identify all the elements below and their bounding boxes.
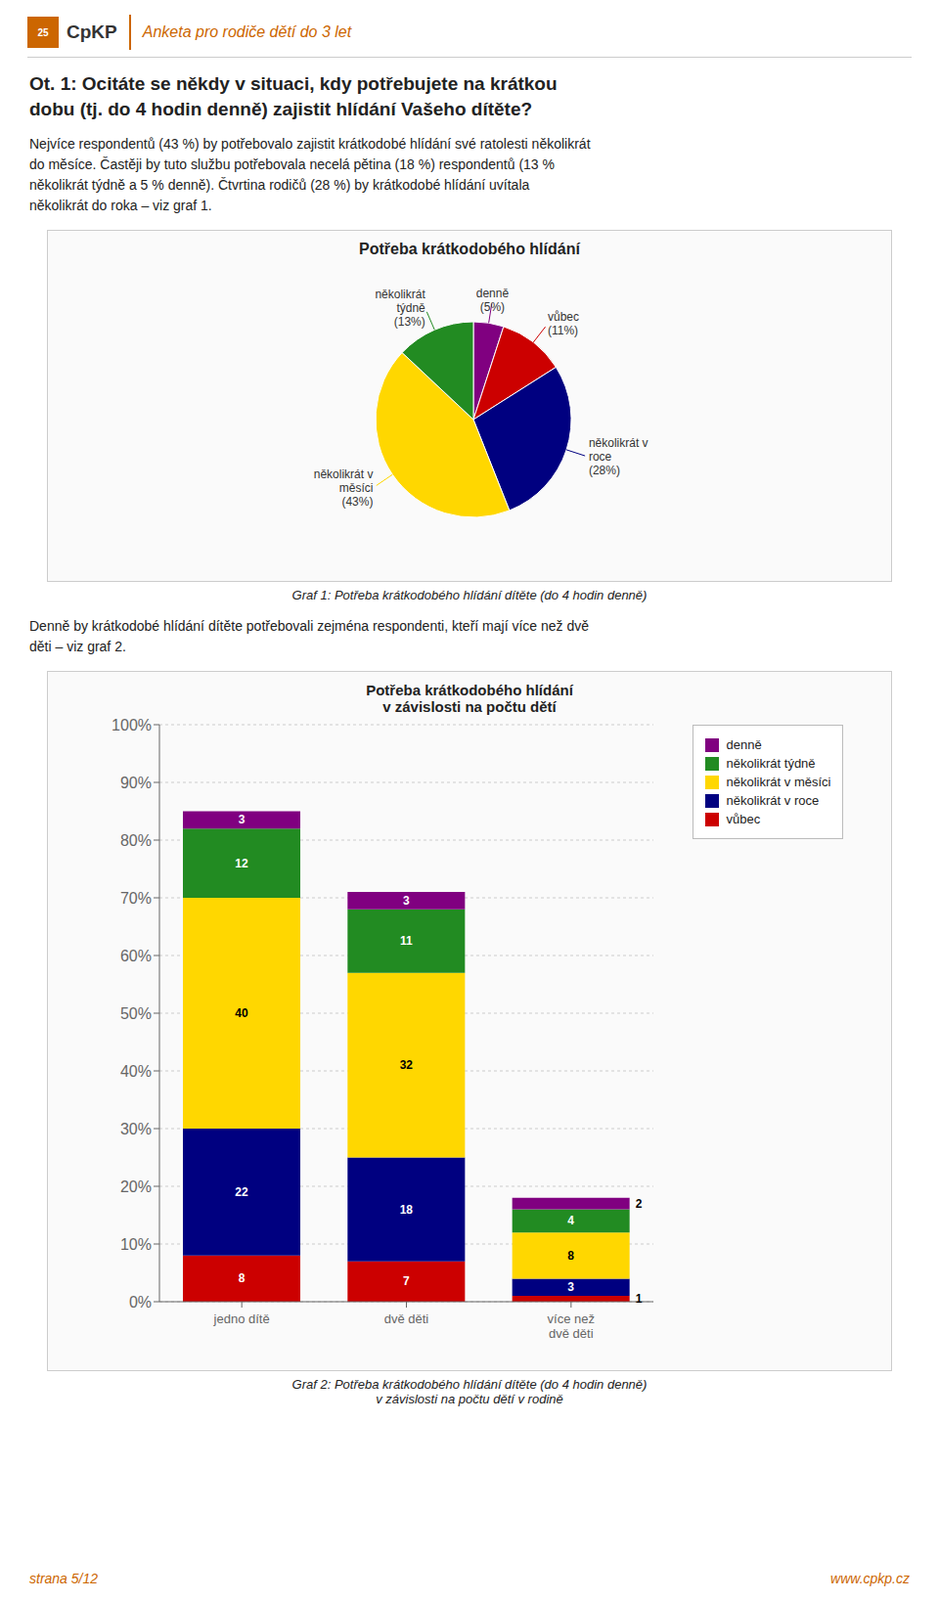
html-text:vůbec: vůbec <box>726 811 761 827</box>
html-text:Nejvíce respondentů (43 %) by: Nejvíce respondentů (43 %) by potřeboval… <box>29 135 591 152</box>
svg-text:několikrát vroce(28%): několikrát vroce(28%) <box>588 436 649 478</box>
svg-text:90%: 90% <box>120 774 152 792</box>
svg-text:0%: 0% <box>128 1294 151 1311</box>
html-text:Graf 2: Potřeba krátkodobého h: Graf 2: Potřeba krátkodobého hlídání dít… <box>292 1377 647 1392</box>
svg-text:jedno dítě: jedno dítě <box>212 1311 269 1327</box>
html-text:několikrát týdně a 5 % denně).: několikrát týdně a 5 % denně). Čtvrtina … <box>29 177 530 193</box>
svg-text:8: 8 <box>567 1249 575 1263</box>
svg-text:3: 3 <box>237 812 245 827</box>
svg-text:dvě děti: dvě děti <box>383 1311 429 1327</box>
html-text:v závislosti na počtu dětí v r: v závislosti na počtu dětí v rodině <box>375 1391 564 1407</box>
html-text:do měsíce. Častěji by tuto slu: do měsíce. Častěji by tuto službu potřeb… <box>29 156 555 173</box>
svg-text:80%: 80% <box>120 832 152 850</box>
html-text:Ot. 1: Ocitáte se někdy v situ: Ot. 1: Ocitáte se někdy v situaci, kdy p… <box>29 73 558 94</box>
svg-text:4: 4 <box>567 1213 575 1228</box>
html-text:Denně by krátkodobé hlídání dí: Denně by krátkodobé hlídání dítěte potře… <box>29 618 589 634</box>
svg-text:2: 2 <box>634 1197 642 1211</box>
svg-text:22: 22 <box>234 1185 249 1200</box>
svg-text:20%: 20% <box>120 1178 152 1196</box>
html-text:Graf 1: Potřeba krátkodobého h: Graf 1: Potřeba krátkodobého hlídání dít… <box>292 587 647 603</box>
svg-text:7: 7 <box>402 1274 410 1289</box>
svg-text:několikráttýdně(13%): několikráttýdně(13%) <box>374 287 426 329</box>
svg-text:denně(5%): denně(5%) <box>476 286 510 314</box>
svg-text:32: 32 <box>399 1058 413 1073</box>
svg-text:1: 1 <box>634 1292 642 1306</box>
svg-text:vůbec(11%): vůbec(11%) <box>547 310 580 338</box>
html-text:několikrát do roka – viz graf: několikrát do roka – viz graf 1. <box>29 197 213 214</box>
svg-text:40: 40 <box>234 1006 249 1021</box>
html-text:několikrát v měsíci: několikrát v měsíci <box>726 774 831 790</box>
svg-text:70%: 70% <box>120 890 152 907</box>
svg-text:30%: 30% <box>120 1120 152 1138</box>
html-text:denně: denně <box>726 737 762 753</box>
svg-text:10%: 10% <box>120 1236 152 1253</box>
html-text:www.cpkp.cz: www.cpkp.cz <box>830 1570 910 1587</box>
svg-text:3: 3 <box>402 894 410 908</box>
html-text:Potřeba krátkodobého hlídání: Potřeba krátkodobého hlídání <box>365 681 573 699</box>
html-text:několikrát v roce: několikrát v roce <box>726 793 819 808</box>
svg-text:více neždvě děti: více neždvě děti <box>546 1311 594 1342</box>
html-text:Anketa pro rodiče dětí do 3 le: Anketa pro rodiče dětí do 3 let <box>142 23 352 41</box>
html-text:CpKP: CpKP <box>66 21 118 43</box>
html-text:dobu (tj. do 4 hodin denně) za: dobu (tj. do 4 hodin denně) zajistit hlí… <box>29 98 533 120</box>
svg-text:několikrát vměsíci(43%): několikrát vměsíci(43%) <box>313 467 374 509</box>
svg-text:8: 8 <box>237 1271 245 1286</box>
svg-text:60%: 60% <box>120 947 152 965</box>
svg-text:50%: 50% <box>120 1005 152 1023</box>
html-text:několikrát týdně: několikrát týdně <box>726 756 816 771</box>
html-text:25: 25 <box>37 26 49 38</box>
html-text:Potřeba krátkodobého hlídání: Potřeba krátkodobého hlídání <box>359 240 580 258</box>
html-text:strana 5/12: strana 5/12 <box>29 1570 98 1587</box>
html-text:děti – viz graf 2.: děti – viz graf 2. <box>29 638 126 655</box>
svg-text:18: 18 <box>399 1203 413 1217</box>
svg-text:11: 11 <box>400 934 413 948</box>
html-text:v závislosti na počtu dětí: v závislosti na počtu dětí <box>382 698 557 716</box>
svg-text:40%: 40% <box>120 1063 152 1080</box>
svg-text:100%: 100% <box>111 716 152 734</box>
svg-text:3: 3 <box>567 1280 575 1295</box>
svg-text:12: 12 <box>234 856 249 871</box>
